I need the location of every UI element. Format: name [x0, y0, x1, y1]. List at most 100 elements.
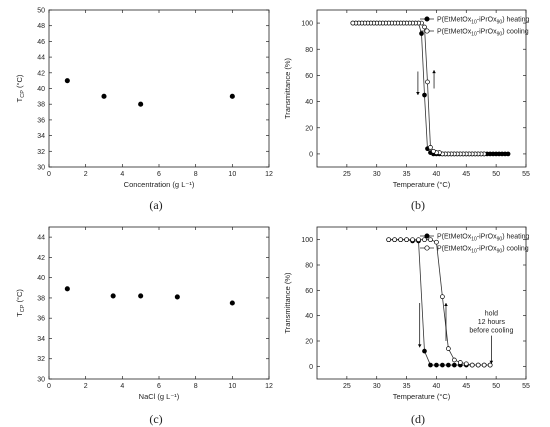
y-tick-label: 60: [305, 73, 313, 80]
cooling-arrow-head: [432, 70, 436, 74]
legend-marker: [424, 16, 430, 22]
y-tick-label: 80: [305, 47, 313, 54]
series-line-0: [388, 239, 491, 366]
y-tick-label: 38: [37, 102, 45, 109]
data-point: [64, 78, 70, 84]
x-tick-label: 35: [403, 171, 411, 178]
y-tick-label: 100: [301, 21, 313, 28]
y-tick-label: 30: [37, 377, 45, 384]
data-point: [463, 361, 469, 367]
y-tick-label: 40: [37, 86, 45, 93]
x-tick-label: 8: [194, 171, 198, 178]
data-point: [410, 237, 415, 243]
y-tick-label: 36: [37, 117, 45, 124]
heating-arrow-head: [417, 344, 422, 348]
data-point: [229, 300, 235, 306]
y-tick-label: 34: [37, 336, 45, 343]
chart-panel-c: 0 2 4 6 8 10 12 30 32 34 36 38 40 42 44 NaCl (g L⁻¹) TCP…: [15, 226, 273, 426]
y-tick-label: 40: [305, 99, 313, 106]
data-point: [404, 237, 409, 243]
x-tick-label: 25: [343, 383, 351, 390]
data-point: [386, 237, 392, 243]
y-tick-label: 0: [309, 364, 313, 371]
y-tick-label: 20: [305, 125, 313, 132]
cooling-arrow-head: [444, 303, 448, 306]
y-tick-label: 32: [37, 356, 45, 363]
data-point: [475, 362, 481, 368]
x-tick-label: 12: [265, 171, 273, 178]
y-axis-label: Transmittance (%): [283, 58, 292, 119]
chart-panel-b: 25 30 35 40 45 50 55 0 20 40 60 80 100 Temperature (°…: [283, 9, 530, 212]
x-tick-label: 45: [462, 383, 470, 390]
data-point: [451, 362, 457, 368]
y-axis-label: Transmittance (%): [283, 272, 292, 333]
data-point: [138, 293, 144, 299]
y-tick-label: 80: [305, 263, 313, 270]
data-point: [398, 237, 403, 243]
y-tick-label: 32: [37, 149, 45, 156]
legend-entry: P(EtMetOx10-iPrOx90) cooling: [437, 246, 529, 255]
y-tick-label: 36: [37, 316, 45, 323]
plot-frame: [48, 9, 270, 168]
data-point: [428, 362, 433, 368]
panel-label: (c): [149, 412, 162, 426]
data-point: [434, 239, 439, 245]
legend-marker: [424, 28, 430, 34]
x-tick-label: 45: [462, 171, 470, 178]
plot-frame: [316, 226, 527, 380]
y-tick-label: 0: [309, 151, 313, 158]
x-tick-label: 0: [47, 383, 51, 390]
panel-label: (d): [411, 412, 425, 426]
legend-marker: [424, 233, 430, 239]
y-tick-label: 42: [37, 255, 45, 262]
x-tick-label: 0: [47, 171, 51, 178]
data-point: [434, 362, 439, 368]
series-line-0: [352, 22, 509, 155]
data-point: [481, 362, 487, 368]
heating-arrow-head: [416, 92, 420, 96]
plot-frame: [48, 226, 270, 380]
plot-frame: [316, 9, 527, 168]
y-tick-label: 40: [305, 313, 313, 320]
x-tick-label: 6: [157, 171, 161, 178]
x-axis-label: NaCl (g L⁻¹): [139, 392, 180, 401]
data-point: [110, 293, 116, 299]
data-point: [101, 93, 107, 99]
data-point: [422, 237, 427, 243]
legend-entry: P(EtMetOx10-iPrOx90) heating: [437, 234, 530, 243]
x-tick-label: 6: [157, 383, 161, 390]
panel-label: (b): [411, 198, 425, 212]
data-point: [428, 145, 433, 150]
legend-marker: [424, 245, 430, 251]
y-tick-label: 48: [37, 23, 45, 30]
y-tick-label: 42: [37, 70, 45, 77]
y-tick-label: 46: [37, 39, 45, 46]
data-point: [138, 101, 144, 107]
x-tick-label: 4: [120, 383, 124, 390]
annotation-arrow-head: [489, 360, 494, 364]
annotation-text: 12 hours: [478, 319, 506, 326]
x-tick-label: 35: [403, 383, 411, 390]
series-line-1: [352, 22, 485, 155]
data-point: [64, 286, 70, 292]
x-tick-label: 10: [228, 171, 236, 178]
x-tick-label: 8: [194, 383, 198, 390]
data-point: [446, 346, 451, 351]
y-tick-label: 44: [37, 235, 45, 242]
data-point: [416, 237, 421, 243]
data-point: [505, 151, 511, 157]
x-tick-label: 2: [84, 383, 88, 390]
legend-entry: P(EtMetOx10-iPrOx90) heating: [437, 17, 530, 26]
data-point: [422, 92, 427, 98]
x-axis-label: Temperature (°C): [393, 392, 451, 401]
data-point: [440, 362, 445, 368]
x-tick-label: 50: [492, 171, 500, 178]
y-tick-label: 38: [37, 295, 45, 302]
series-line-1: [388, 239, 491, 366]
data-point: [487, 362, 493, 368]
data-point: [350, 20, 356, 26]
x-tick-label: 40: [433, 383, 441, 390]
data-point: [392, 237, 397, 243]
data-point: [422, 348, 427, 354]
